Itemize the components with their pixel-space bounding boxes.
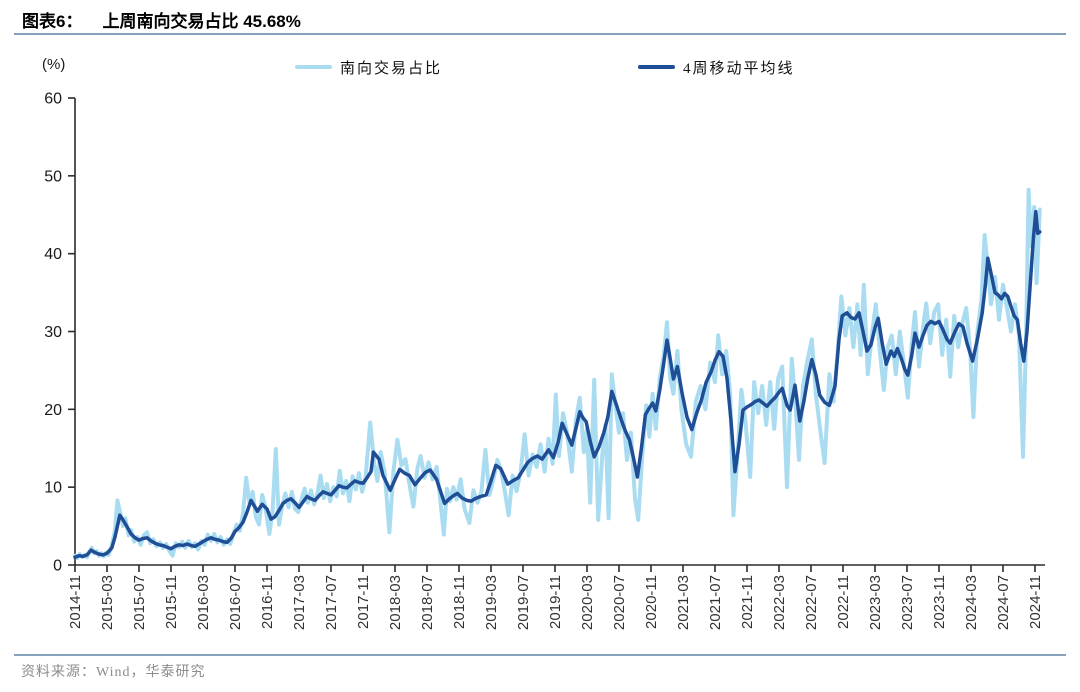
x-tick-label: 2020-11	[643, 575, 660, 629]
x-tick-label: 2018-11	[451, 575, 468, 629]
x-tick-label: 2016-03	[195, 575, 212, 630]
x-tick-label: 2020-07	[611, 575, 628, 630]
legend-item-ma4: 4周移动平均线	[638, 56, 795, 78]
title-divider	[14, 33, 1066, 35]
x-tick-label: 2023-11	[931, 575, 948, 629]
x-tick-label: 2017-07	[323, 575, 340, 630]
x-tick-label: 2023-07	[899, 575, 916, 630]
chart-legend: 南向交易占比 4周移动平均线	[0, 56, 1080, 78]
x-tick-label: 2016-11	[259, 575, 276, 629]
y-axis-unit-label: (%)	[42, 56, 66, 73]
x-tick-label: 2018-07	[419, 575, 436, 630]
footer-divider	[14, 654, 1066, 656]
x-tick-label: 2024-03	[963, 575, 980, 630]
y-tick-label: 50	[44, 168, 62, 185]
legend-label-ma4: 4周移动平均线	[683, 60, 795, 77]
x-tick-label: 2022-11	[835, 575, 852, 629]
y-tick-label: 40	[44, 246, 62, 263]
chart-title: 图表6： 上周南向交易占比 45.68%	[22, 7, 301, 32]
x-tick-label: 2019-03	[483, 575, 500, 630]
chart-number-label: 图表6：	[22, 12, 83, 31]
x-tick-label: 2014-11	[67, 575, 84, 629]
x-tick-label: 2021-07	[707, 575, 724, 630]
y-tick-label: 30	[44, 324, 62, 341]
y-tick-label: 20	[44, 402, 62, 419]
x-tick-label: 2015-07	[131, 575, 148, 630]
x-tick-label: 2021-03	[675, 575, 692, 630]
ma4-series-swatch-icon	[638, 65, 675, 69]
x-tick-label: 2017-03	[291, 575, 308, 630]
y-tick-label: 0	[53, 558, 62, 575]
x-tick-label: 2024-11	[1027, 575, 1044, 629]
y-tick-label: 60	[44, 91, 62, 108]
chart-title-text: 上周南向交易占比 45.68%	[102, 12, 301, 31]
y-tick-label: 10	[44, 480, 62, 497]
x-tick-label: 2019-11	[547, 575, 564, 629]
x-tick-label: 2024-07	[995, 575, 1012, 630]
x-tick-label: 2016-07	[227, 575, 244, 630]
x-tick-label: 2015-03	[99, 575, 116, 630]
x-tick-label: 2018-03	[387, 575, 404, 630]
x-tick-label: 2022-03	[771, 575, 788, 630]
x-tick-label: 2015-11	[163, 575, 180, 629]
x-tick-label: 2023-03	[867, 575, 884, 630]
x-tick-label: 2021-11	[739, 575, 756, 629]
ma4-series-line	[73, 209, 1042, 559]
x-tick-label: 2019-07	[515, 575, 532, 630]
weekly-series-line	[73, 187, 1042, 560]
legend-item-weekly: 南向交易占比	[295, 56, 442, 78]
legend-label-weekly: 南向交易占比	[340, 60, 443, 77]
x-tick-label: 2017-11	[355, 575, 372, 629]
x-tick-label: 2022-07	[803, 575, 820, 630]
x-tick-label: 2020-03	[579, 575, 596, 630]
weekly-series-swatch-icon	[295, 65, 332, 69]
source-note: 资料来源：Wind，华泰研究	[21, 665, 206, 680]
